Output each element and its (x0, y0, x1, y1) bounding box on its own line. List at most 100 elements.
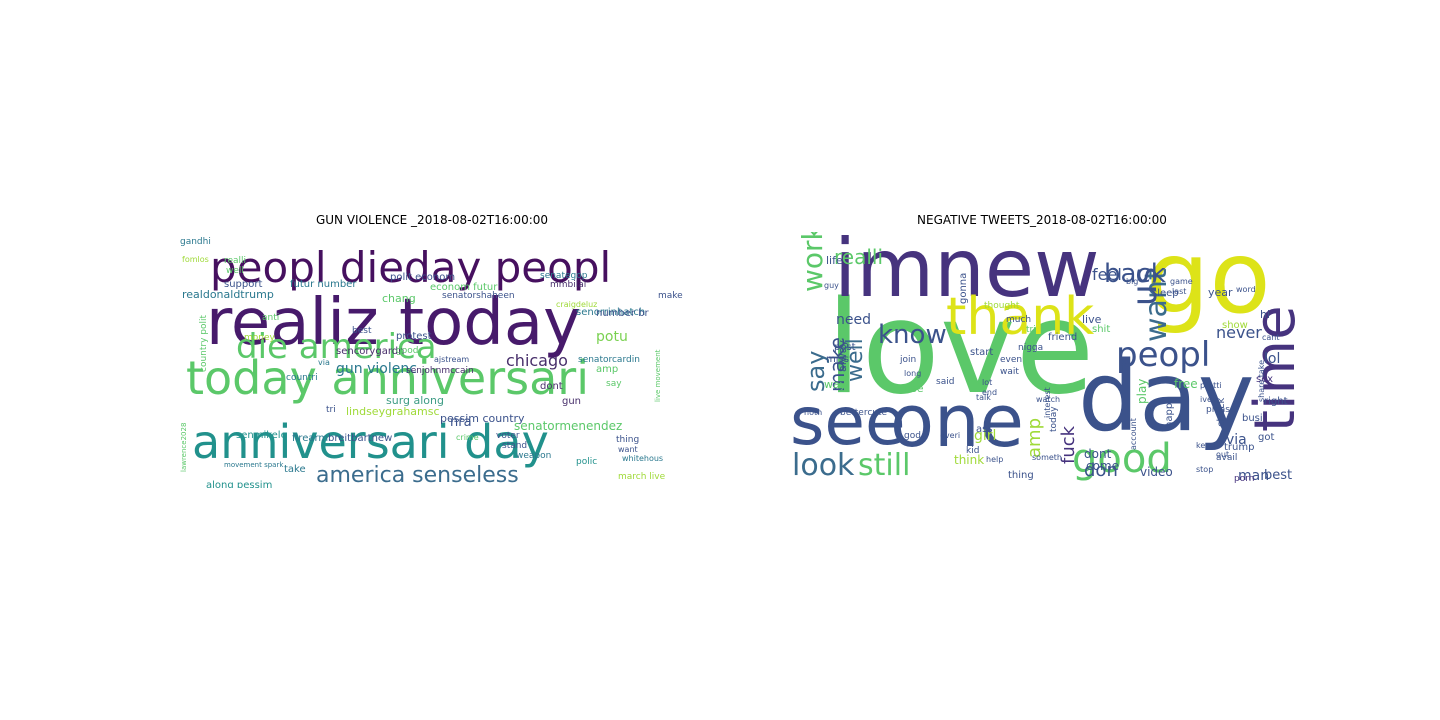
word-best: best (1264, 468, 1292, 483)
word-need: need (836, 312, 871, 328)
word-dont: dont (1084, 447, 1112, 461)
word-lot: lot (982, 378, 992, 387)
word-well: well (226, 266, 244, 276)
word-senjohnmccain: senjohnmccain (406, 366, 474, 376)
word-lindseygrahamsc: lindseygrahamsc (346, 405, 440, 418)
word-ive: ive (1200, 395, 1212, 404)
word-use: use (904, 382, 924, 395)
word-live-movement: live movement (654, 349, 662, 402)
word-watch: watch (1036, 395, 1060, 404)
word-craigdeluz: craigdeluz (556, 300, 597, 309)
word-econom-futur: econom futur (430, 282, 498, 293)
word-free: free (1174, 377, 1198, 391)
word-sex: sex (1256, 374, 1273, 385)
word-long: long (904, 369, 921, 378)
word-realiz-today: realiz today (206, 286, 581, 360)
word-senategop: senategop (540, 271, 588, 281)
word-peopl: peopl (1116, 335, 1210, 375)
word-senmikele: senmikele (236, 430, 287, 441)
word-fuck: fuck (1058, 425, 1079, 464)
word-help: help (986, 455, 1003, 464)
word-along-pessim: along pessim (206, 480, 272, 488)
word-breitbartnew: breitbartnew (328, 433, 392, 444)
word-america-senseless: america senseless (316, 463, 519, 488)
word-number-br: number br (596, 308, 650, 319)
word-pleas: pleas (1206, 405, 1230, 415)
word-amp: amp (1024, 418, 1045, 458)
word-word: word (1236, 285, 1256, 294)
word-sleep: sleep (1152, 288, 1179, 299)
word-die-america: die america (236, 327, 437, 367)
word-trump: trump (1224, 442, 1254, 453)
word-back: back (1104, 259, 1166, 289)
word-money: money (244, 333, 276, 343)
word-amp: amp (596, 364, 618, 375)
word-think: think (954, 453, 984, 467)
word-go: go (1146, 232, 1271, 336)
word-imnew: imnew (834, 232, 1100, 315)
word-realli: realli (224, 256, 246, 266)
word-girl: girl (974, 428, 996, 444)
word-look: look (792, 448, 855, 483)
word-noth: noth (804, 408, 822, 417)
word-wait: wait (1000, 367, 1019, 377)
word-life: life (826, 254, 843, 267)
word-voter: voter (496, 431, 520, 441)
word-lol: lol (1264, 351, 1280, 367)
word-surg-along: surg along (386, 394, 444, 407)
word-ajstream: ajstream (434, 355, 469, 364)
word-check: check (1216, 398, 1227, 427)
word-account: account (1129, 418, 1138, 450)
word-year: year (1208, 286, 1233, 299)
word-best: best (352, 326, 372, 336)
word-stop: stop (1196, 465, 1213, 474)
word-live: live (1082, 313, 1102, 326)
word-got: got (1258, 432, 1274, 443)
word-gun-violenc: gun violenc (336, 361, 417, 377)
word-firearm: firearm (292, 433, 328, 444)
word-alway: alway (836, 339, 849, 372)
word-kid: kid (966, 446, 979, 456)
word-day: day (1078, 341, 1255, 453)
word-see: see (790, 383, 906, 460)
word-join: join (899, 355, 916, 365)
word-big: big (1126, 277, 1138, 286)
word-right: right (1264, 396, 1288, 407)
word-whitehous: whitehous (622, 454, 663, 463)
word-never: never (1216, 323, 1262, 342)
word-realli: realli (834, 245, 883, 269)
word-anti: anti (262, 313, 279, 323)
word-thought: thought (984, 301, 1020, 311)
word-interest: interest (1043, 387, 1052, 418)
word-ass: ass (976, 424, 993, 435)
word-miss: miss (826, 354, 849, 365)
word-realdonaldtrump: realdonaldtrump (182, 288, 274, 301)
word-pessim-country: pessim country (440, 412, 525, 425)
word-senatorshaheen: senatorshaheen (442, 291, 515, 301)
word-guy: guy (824, 281, 839, 290)
word-lawrence2028: lawrence2028 (180, 423, 188, 472)
wordcloud-title-negative-tweets: NEGATIVE TWEETS_2018-08-02T16:00:00 (917, 213, 1167, 227)
wordcloud-negative-tweets: love day imnew go one see thank time peopl good lo… (786, 232, 1298, 488)
word-love: love (826, 274, 1094, 423)
word-well: well (843, 338, 868, 382)
word-movement-spark: movement spark (224, 461, 284, 469)
word-say: say (802, 351, 830, 392)
word-sencorygardn: sencorygardn (336, 346, 404, 357)
word-tri: tri (1026, 325, 1036, 335)
word-happi: happi (1164, 400, 1175, 428)
word-video: video (1140, 465, 1173, 479)
word-peopl-dieday-peopl: peopl dieday peopl (210, 243, 611, 292)
word-busi: busi (1242, 413, 1263, 424)
word-thing: thing (1008, 470, 1034, 481)
word-us: us (1125, 267, 1165, 306)
word-chang: chang (382, 292, 416, 305)
word-want: want (1139, 268, 1174, 342)
word-said: said (936, 377, 954, 387)
word-play: play (1135, 379, 1149, 404)
word-weapon: weapon (516, 451, 551, 461)
word-dont: dont (540, 381, 563, 392)
word-even: even (1000, 355, 1022, 365)
word-futur-number: futur number (290, 279, 357, 290)
wordcloud-gun-violence: realiz today today anniversari anniversari… (176, 232, 688, 488)
